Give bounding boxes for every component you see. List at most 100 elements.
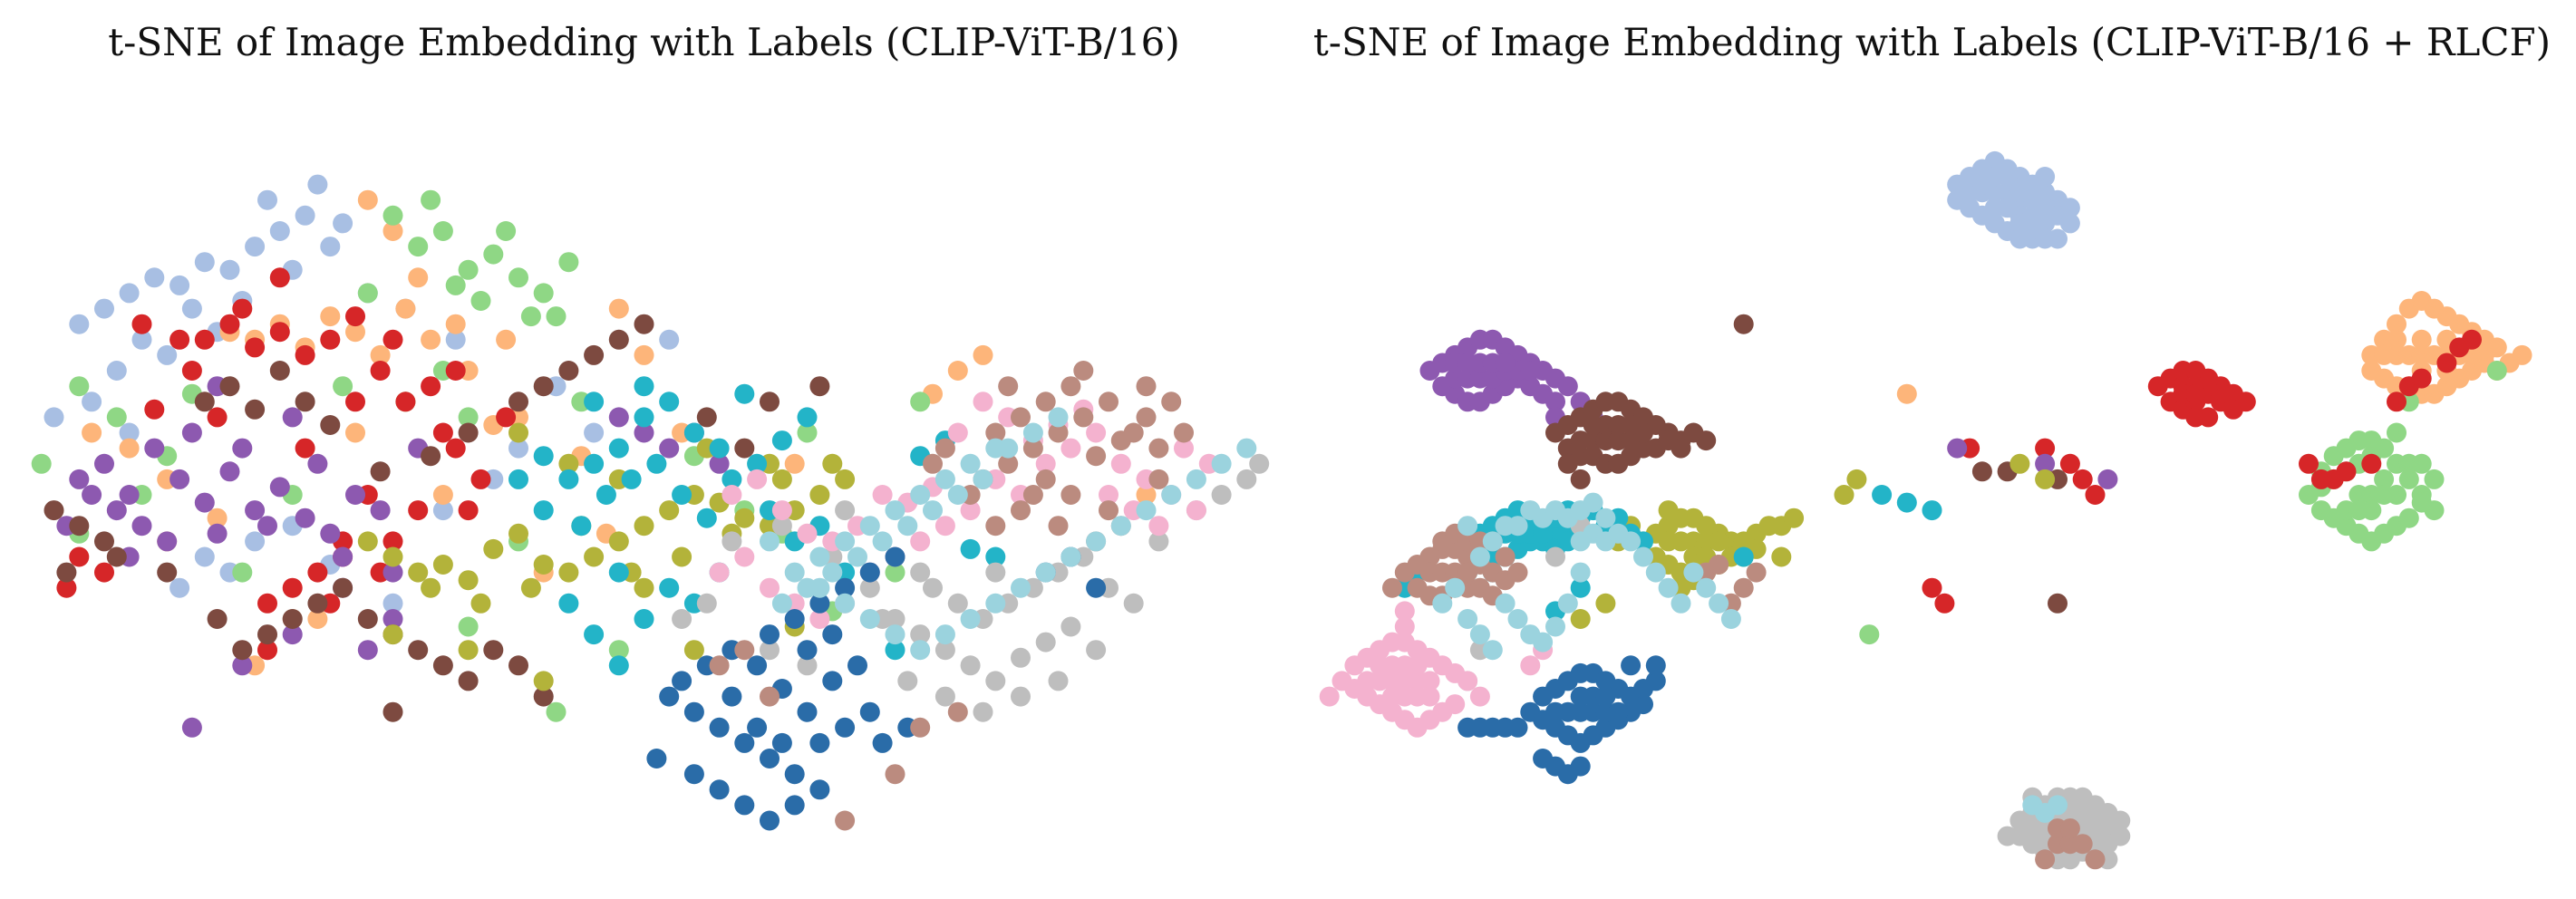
scatter-point xyxy=(784,764,805,785)
scatter-point xyxy=(533,446,554,467)
scatter-point xyxy=(82,422,102,443)
scatter-point xyxy=(245,399,266,420)
scatter-point xyxy=(859,562,880,583)
scatter-point xyxy=(1557,453,1578,474)
scatter-point xyxy=(445,361,466,381)
scatter-point xyxy=(1595,508,1616,528)
scatter-point xyxy=(1110,430,1131,451)
scatter-point xyxy=(1482,640,1503,661)
scatter-point xyxy=(82,485,102,505)
scatter-point xyxy=(935,516,955,536)
scatter-point xyxy=(169,469,190,489)
scatter-point xyxy=(282,624,303,645)
scatter-point xyxy=(1570,577,1591,598)
scatter-point xyxy=(734,795,755,816)
scatter-point xyxy=(383,546,403,567)
scatter-point xyxy=(784,562,805,583)
scatter-point xyxy=(2374,485,2395,505)
scatter-point xyxy=(797,523,818,544)
scatter-point xyxy=(458,570,479,591)
scatter-point xyxy=(747,469,768,489)
scatter-point xyxy=(2387,314,2407,334)
scatter-point xyxy=(2398,469,2419,489)
scatter-point xyxy=(672,546,692,567)
scatter-point xyxy=(822,624,843,645)
scatter-point xyxy=(2198,407,2219,428)
scatter-point xyxy=(370,361,391,381)
scatter-point xyxy=(2424,469,2445,489)
scatter-point xyxy=(709,438,730,459)
scatter-point xyxy=(1419,671,1440,691)
scatter-point xyxy=(219,461,240,482)
scatter-point xyxy=(546,701,567,722)
scatter-point xyxy=(1382,577,1402,598)
scatter-point xyxy=(2035,849,2056,870)
scatter-point xyxy=(1086,446,1107,467)
scatter-point xyxy=(307,562,328,583)
scatter-point xyxy=(2387,392,2407,412)
scatter-point xyxy=(421,577,441,598)
scatter-point xyxy=(345,306,365,327)
scatter-point xyxy=(1186,500,1206,521)
scatter-point xyxy=(1621,655,1641,676)
scatter-point xyxy=(885,640,905,661)
scatter-point xyxy=(383,624,403,645)
scatter-point xyxy=(1971,174,1992,195)
scatter-point xyxy=(269,477,290,498)
scatter-point xyxy=(1507,609,1528,629)
scatter-point xyxy=(144,399,165,420)
scatter-point xyxy=(1733,577,1754,598)
scatter-point xyxy=(181,422,202,443)
scatter-point xyxy=(634,422,654,443)
scatter-point xyxy=(760,810,780,831)
scatter-point xyxy=(608,655,629,676)
scatter-point xyxy=(257,593,277,614)
scatter-point xyxy=(659,686,680,707)
scatter-point xyxy=(608,640,629,661)
scatter-point xyxy=(910,640,931,661)
scatter-point xyxy=(1896,383,1917,404)
scatter-point xyxy=(2048,593,2068,614)
scatter-point xyxy=(1645,655,1666,676)
scatter-point xyxy=(947,593,968,614)
scatter-point xyxy=(1022,438,1043,459)
scatter-point xyxy=(44,407,64,428)
scatter-point xyxy=(1570,756,1591,777)
scatter-point xyxy=(1784,508,1805,528)
scatter-point xyxy=(760,749,780,768)
scatter-point xyxy=(2387,329,2407,350)
scatter-point xyxy=(370,500,391,521)
scatter-point xyxy=(923,577,943,598)
scatter-series xyxy=(1947,150,2080,249)
scatter-point xyxy=(269,322,290,343)
scatter-point xyxy=(1507,516,1528,536)
scatter-point xyxy=(320,329,341,350)
scatter-point xyxy=(269,221,290,241)
scatter-point xyxy=(383,593,403,614)
scatter-point xyxy=(771,500,792,521)
scatter-point xyxy=(232,438,253,459)
scatter-point xyxy=(1060,485,1081,505)
scatter-point xyxy=(94,531,114,552)
scatter-point xyxy=(659,329,680,350)
scatter-point xyxy=(383,562,403,583)
scatter-point xyxy=(370,461,391,482)
scatter-point xyxy=(1457,717,1478,738)
scatter-point xyxy=(1771,546,1792,567)
scatter-series xyxy=(56,376,730,738)
scatter-point xyxy=(760,686,780,707)
scatter-point xyxy=(809,546,830,567)
scatter-point xyxy=(734,383,755,404)
scatter-point xyxy=(1570,469,1591,489)
scatter-point xyxy=(2009,182,2030,203)
scatter-point xyxy=(421,329,441,350)
scatter-point xyxy=(1997,198,2018,218)
scatter-point xyxy=(608,438,629,459)
scatter-point xyxy=(771,593,792,614)
scatter-point xyxy=(2059,453,2080,474)
scatter-point xyxy=(1608,701,1629,722)
scatter-series xyxy=(44,314,830,722)
scatter-point xyxy=(760,531,780,552)
scatter-point xyxy=(1011,500,1031,521)
scatter-point xyxy=(157,344,178,365)
